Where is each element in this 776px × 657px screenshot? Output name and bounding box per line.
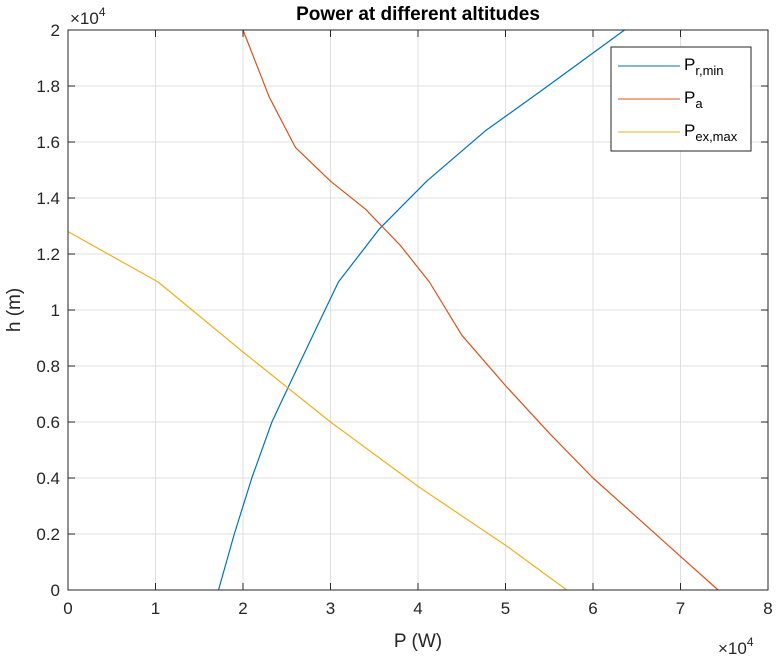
x-tick-label: 5 bbox=[501, 599, 510, 618]
y-tick-label: 0 bbox=[51, 581, 60, 600]
x-tick-label: 4 bbox=[413, 599, 422, 618]
grid bbox=[67, 29, 769, 591]
x-tick-label: 7 bbox=[676, 599, 685, 618]
x-exponent-base: ×10 bbox=[718, 639, 747, 657]
y-exponent-base: ×10 bbox=[70, 9, 99, 28]
x-tick-label: 3 bbox=[326, 599, 335, 618]
x-exponent: ×104 bbox=[718, 635, 754, 657]
y-tick-label: 0.4 bbox=[36, 469, 60, 488]
x-tick-label: 2 bbox=[238, 599, 247, 618]
legend-sub-r-min: r,min bbox=[695, 63, 723, 78]
legend-sub-ex-max: ex,max bbox=[695, 129, 737, 144]
y-tick-label: 0.6 bbox=[36, 413, 60, 432]
x-axis-label: P (W) bbox=[394, 631, 442, 652]
y-tick-label: 1.6 bbox=[36, 133, 60, 152]
y-exponent-power: 4 bbox=[99, 5, 106, 19]
y-exponent: ×104 bbox=[70, 5, 106, 28]
y-tick-label: 2 bbox=[51, 21, 60, 40]
x-tick-label: 1 bbox=[151, 599, 160, 618]
legend-name-a: P bbox=[684, 88, 695, 107]
x-exponent-power: 4 bbox=[747, 635, 754, 649]
ticks bbox=[67, 29, 769, 591]
legend-label-a: Pa bbox=[684, 88, 703, 111]
y-tick-label: 0.2 bbox=[36, 525, 60, 544]
legend-entry-a: Pa bbox=[618, 88, 703, 111]
chart-title: Power at different altitudes bbox=[296, 4, 540, 25]
y-tick-label: 1 bbox=[51, 301, 60, 320]
x-tick-label: 6 bbox=[588, 599, 597, 618]
series-lines bbox=[67, 29, 719, 591]
legend-entry-ex-max: Pex,max bbox=[618, 121, 738, 144]
legend-entry-r-min: Pr,min bbox=[618, 55, 724, 78]
x-tick-label: 0 bbox=[63, 599, 72, 618]
x-tick-label: 8 bbox=[763, 599, 772, 618]
y-tick-label: 1.2 bbox=[36, 245, 60, 264]
y-axis-label: h (m) bbox=[4, 288, 25, 332]
legend-name-ex-max: P bbox=[684, 121, 695, 140]
y-tick-label: 1.4 bbox=[36, 189, 60, 208]
series-line-r-min bbox=[217, 29, 625, 591]
y-tick-labels: 0 0.2 0.4 0.6 0.8 1 1.2 1.4 1.6 1.8 2 bbox=[36, 21, 60, 600]
legend-sub-a: a bbox=[695, 96, 703, 111]
y-tick-label: 1.8 bbox=[36, 77, 60, 96]
x-tick-labels: 0 1 2 3 4 5 6 7 8 bbox=[63, 599, 772, 618]
series-line-ex-max bbox=[67, 231, 568, 591]
legend-label-ex-max: Pex,max bbox=[684, 121, 738, 144]
series-line-a bbox=[242, 29, 719, 591]
legend-label-r-min: Pr,min bbox=[684, 55, 724, 78]
legend-name-r-min: P bbox=[684, 55, 695, 74]
y-tick-label: 0.8 bbox=[36, 357, 60, 376]
legend: Pr,min Pa Pex,max bbox=[610, 46, 752, 152]
